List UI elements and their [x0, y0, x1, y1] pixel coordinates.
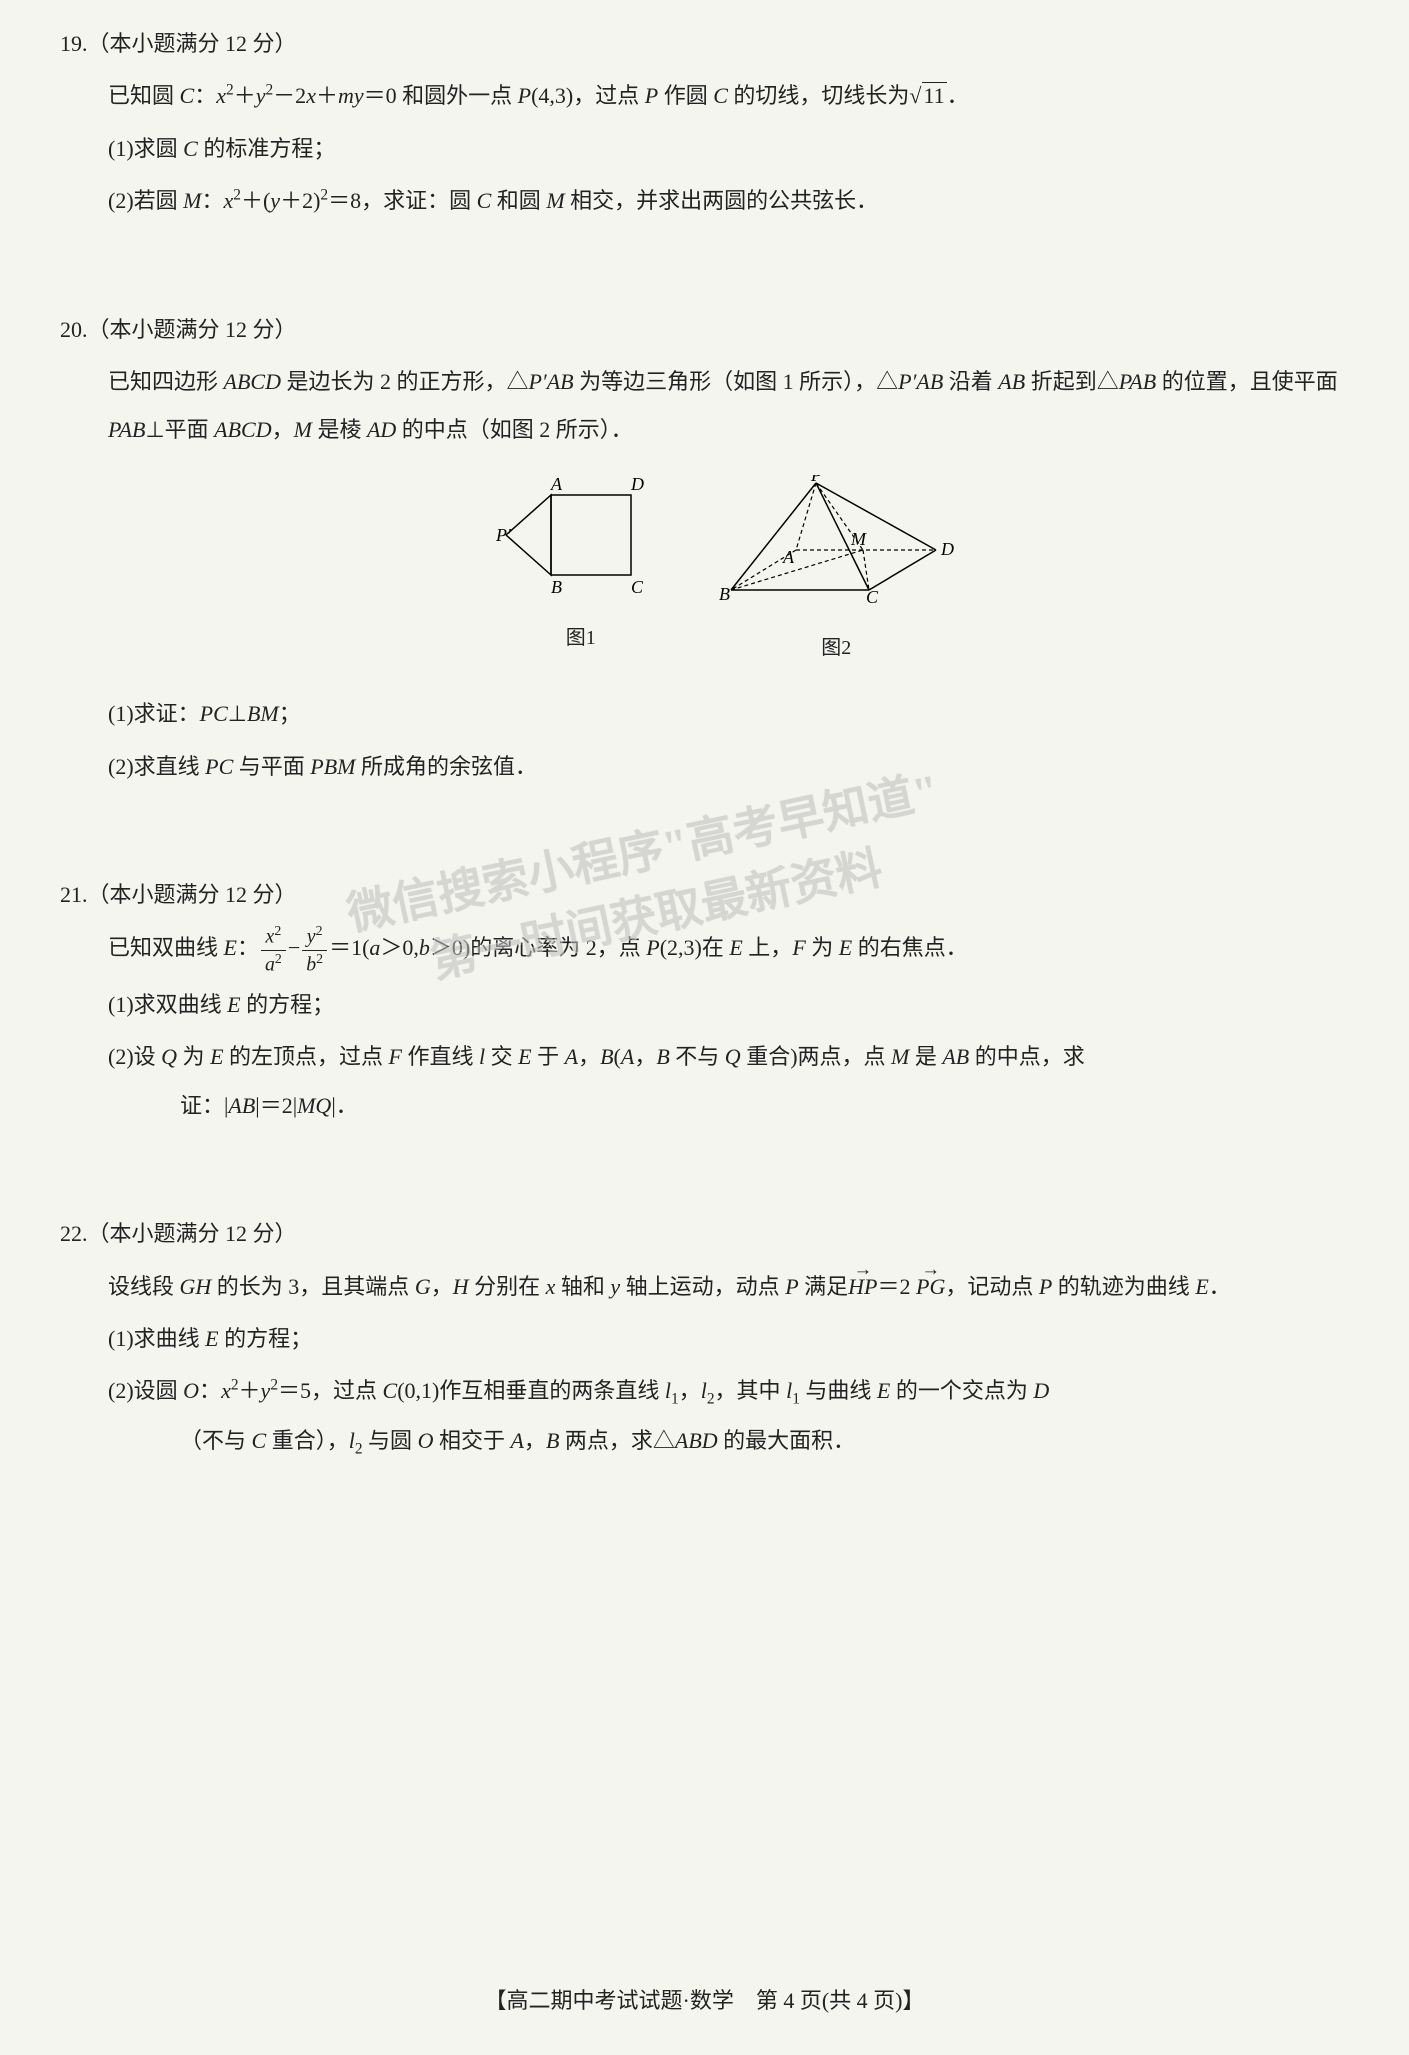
- problem-22-part1: (1)求曲线 E 的方程；: [108, 1315, 1349, 1363]
- problem-number: 19.: [60, 31, 88, 56]
- problem-19: 19.（本小题满分 12 分） 已知圆 C：x2＋y2－2x＋my＝0 和圆外一…: [60, 20, 1349, 226]
- problem-points: （本小题满分 12 分）: [88, 317, 297, 342]
- svg-text:A: A: [550, 475, 563, 494]
- problem-20-header: 20.（本小题满分 12 分）: [60, 306, 1349, 354]
- problem-number: 20.: [60, 317, 88, 342]
- figure-1: P′ A D B C 图1: [496, 475, 666, 660]
- problem-21: 21.（本小题满分 12 分） 已知双曲线 E：x2a2−y2b2＝1(a＞0,…: [60, 871, 1349, 1130]
- figure-2: P A B C D M 图2: [711, 475, 961, 670]
- svg-text:P: P: [810, 475, 822, 485]
- figure-2-svg: P A B C D M: [711, 475, 961, 605]
- problem-points: （本小题满分 12 分）: [88, 31, 297, 56]
- problem-22-body: 设线段 GH 的长为 3，且其端点 G，H 分别在 x 轴和 y 轴上运动，动点…: [60, 1263, 1349, 1466]
- figure-1-svg: P′ A D B C: [496, 475, 666, 595]
- problem-22: 22.（本小题满分 12 分） 设线段 GH 的长为 3，且其端点 G，H 分别…: [60, 1210, 1349, 1466]
- footer-text: 【高二期中考试试题·数学 第 4 页(共 4 页)】: [485, 1988, 925, 2013]
- problem-number: 22.: [60, 1221, 88, 1246]
- problem-19-header: 19.（本小题满分 12 分）: [60, 20, 1349, 68]
- problem-19-body: 已知圆 C：x2＋y2－2x＋my＝0 和圆外一点 P(4,3)，过点 P 作圆…: [60, 72, 1349, 225]
- problem-21-body: 已知双曲线 E：x2a2−y2b2＝1(a＞0,b＞0)的离心率为 2，点 P(…: [60, 923, 1349, 1130]
- problem-19-statement: 已知圆 C：x2＋y2－2x＋my＝0 和圆外一点 P(4,3)，过点 P 作圆…: [108, 72, 1349, 120]
- problem-number: 21.: [60, 882, 88, 907]
- figure-2-caption: 图2: [711, 626, 961, 670]
- problem-21-header: 21.（本小题满分 12 分）: [60, 871, 1349, 919]
- svg-text:B: B: [719, 584, 730, 604]
- problem-20-figures: P′ A D B C 图1: [108, 475, 1349, 670]
- problem-20-body: 已知四边形 ABCD 是边长为 2 的正方形，△P′AB 为等边三角形（如图 1…: [60, 358, 1349, 791]
- problem-22-part2: (2)设圆 O：x2＋y2＝5，过点 C(0,1)作互相垂直的两条直线 l1，l…: [108, 1367, 1349, 1416]
- svg-text:B: B: [551, 577, 562, 595]
- problem-21-part1: (1)求双曲线 E 的方程；: [108, 981, 1349, 1029]
- svg-text:D: D: [940, 539, 954, 559]
- svg-text:C: C: [631, 577, 644, 595]
- problem-19-part2: (2)若圆 M：x2＋(y＋2)2＝8，求证：圆 C 和圆 M 相交，并求出两圆…: [108, 177, 1349, 225]
- problem-21-part2: (2)设 Q 为 E 的左顶点，过点 F 作直线 l 交 E 于 A，B(A，B…: [108, 1033, 1349, 1081]
- problem-22-header: 22.（本小题满分 12 分）: [60, 1210, 1349, 1258]
- problem-20: 20.（本小题满分 12 分） 已知四边形 ABCD 是边长为 2 的正方形，△…: [60, 306, 1349, 791]
- svg-text:A: A: [782, 547, 795, 567]
- problem-points: （本小题满分 12 分）: [88, 882, 297, 907]
- page-footer: 【高二期中考试试题·数学 第 4 页(共 4 页)】: [0, 1977, 1409, 2025]
- problem-20-part1: (1)求证：PC⊥BM；: [108, 690, 1349, 738]
- problem-points: （本小题满分 12 分）: [88, 1221, 297, 1246]
- svg-text:M: M: [850, 529, 867, 549]
- problem-20-part2: (2)求直线 PC 与平面 PBM 所成角的余弦值．: [108, 743, 1349, 791]
- problem-22-part2-cont: （不与 C 重合），l2 与圆 O 相交于 A，B 两点，求△ABD 的最大面积…: [108, 1417, 1349, 1466]
- problem-21-part2-cont: 证：|AB|＝2|MQ|．: [108, 1082, 1349, 1130]
- problem-21-statement: 已知双曲线 E：x2a2−y2b2＝1(a＞0,b＞0)的离心率为 2，点 P(…: [108, 923, 1349, 977]
- figure-1-caption: 图1: [496, 616, 666, 660]
- svg-text:C: C: [866, 587, 879, 605]
- svg-text:D: D: [630, 475, 644, 494]
- problem-22-statement: 设线段 GH 的长为 3，且其端点 G，H 分别在 x 轴和 y 轴上运动，动点…: [108, 1263, 1349, 1311]
- problem-20-statement: 已知四边形 ABCD 是边长为 2 的正方形，△P′AB 为等边三角形（如图 1…: [108, 358, 1349, 455]
- problem-19-part1: (1)求圆 C 的标准方程；: [108, 125, 1349, 173]
- svg-text:P′: P′: [496, 525, 512, 545]
